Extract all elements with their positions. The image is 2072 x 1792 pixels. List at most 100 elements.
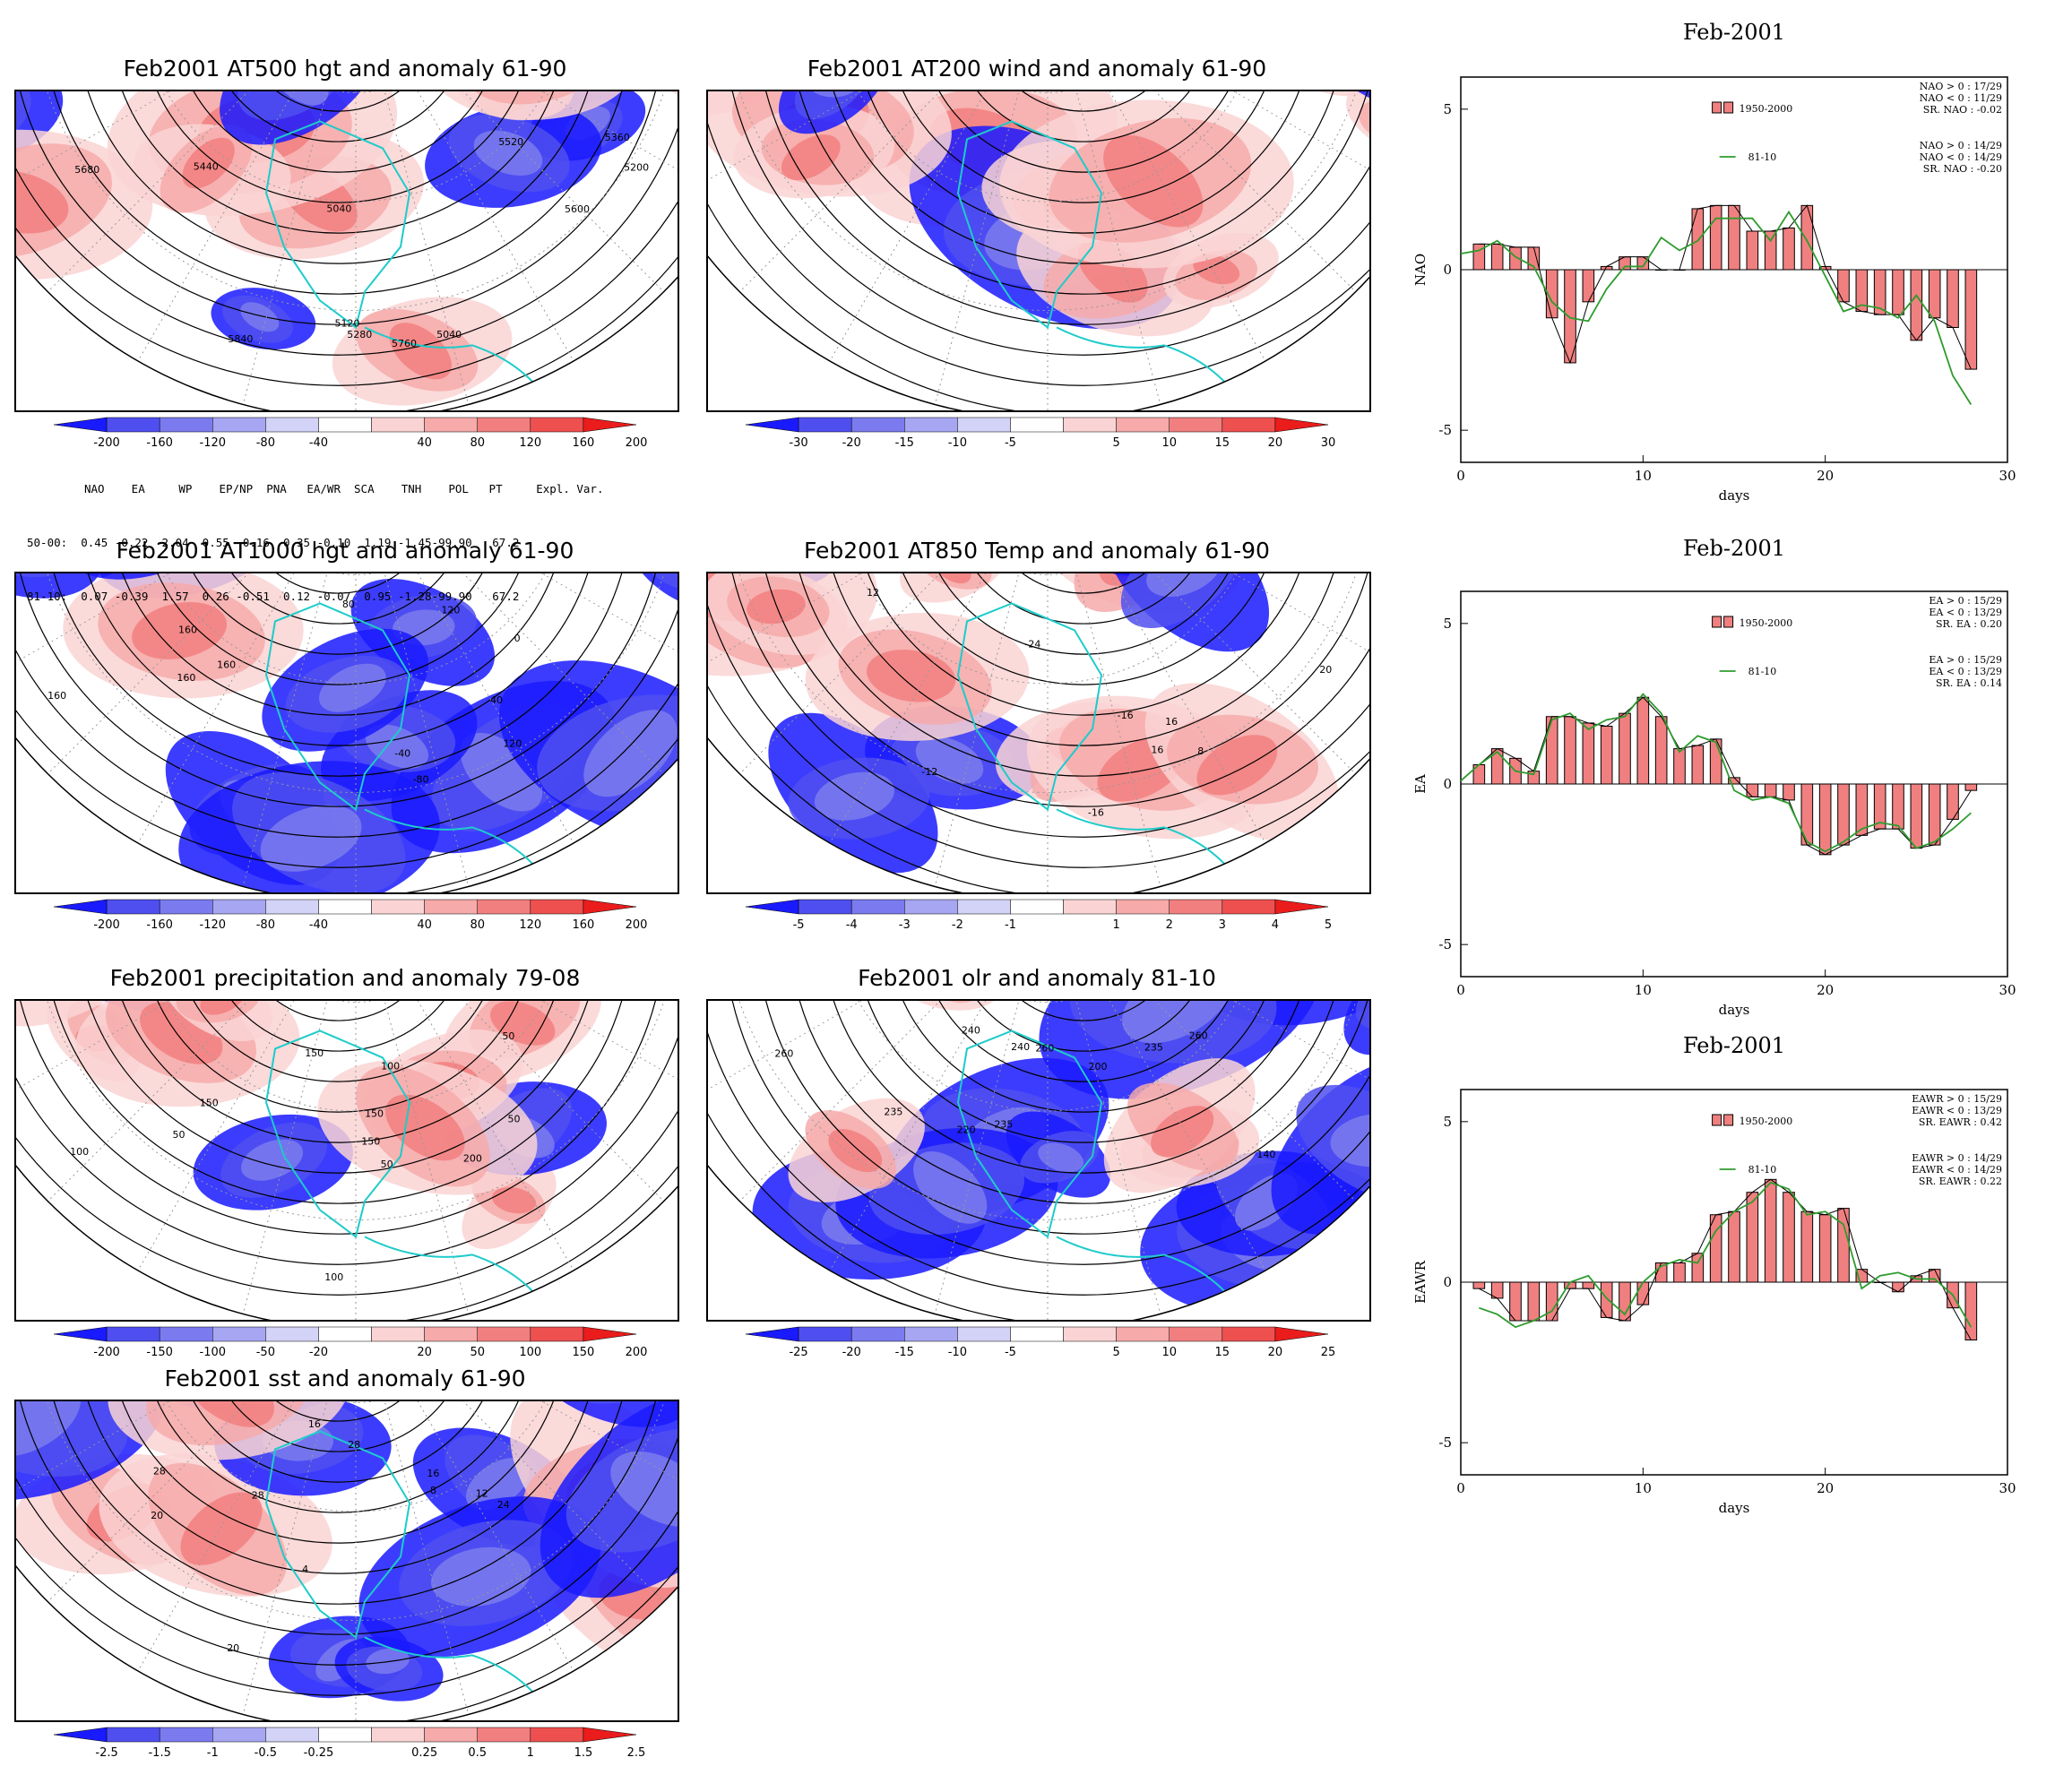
bar: [1892, 269, 1904, 315]
bar-outline-line: [1479, 1178, 1972, 1340]
coastline: [956, 602, 1103, 812]
map-title-at1000: Feb2001 AT1000 hgt and anomaly 61-90: [116, 538, 574, 564]
colorbar-swatch: [318, 1326, 372, 1342]
colorbar-swatch: [318, 899, 372, 915]
bar: [1636, 1281, 1650, 1305]
bar: [1619, 712, 1631, 785]
anomaly-shading: [1193, 254, 1240, 285]
colorbar-tick-label: 1: [1112, 918, 1119, 932]
colorbar-swatch: [424, 1727, 478, 1743]
contour-label: 5200: [624, 162, 649, 174]
bar: [1490, 243, 1504, 271]
bar: [1928, 269, 1941, 319]
y-tick-label: 5: [1443, 616, 1452, 632]
x-tick-label: 10: [1635, 468, 1652, 484]
bar: [1746, 230, 1759, 271]
colorbar-at1000: -200 -160 -120 -80 -40 40 80 120 160 200: [53, 899, 647, 932]
anomaly-shading: [913, 1151, 988, 1224]
colorbar-tick-label: -200: [93, 1346, 120, 1359]
colorbar-swatch: [530, 1326, 584, 1342]
colorbar-tick-label: -20: [842, 1346, 861, 1359]
map-at500: 5040 5120 5040 5200 5280 5360 5440 5520 5600 5680…: [14, 90, 679, 412]
legend-bar-stat: EA > 0 : 15/29: [1929, 595, 2002, 607]
colorbar-swatch: [850, 417, 905, 433]
colorbar-swatch: [106, 1326, 160, 1342]
bar: [1783, 1192, 1795, 1283]
colorbar-tick-label: 50: [470, 1346, 485, 1359]
contour-label: 50: [507, 1113, 520, 1124]
contour-line: [75, 91, 600, 264]
bar: [1818, 783, 1832, 856]
bar: [1673, 748, 1686, 785]
bar: [1746, 783, 1759, 797]
colorbar-at850: -5 -4 -3 -2 -1 1 2 3 4 5: [745, 899, 1332, 932]
contour-line: [206, 1001, 470, 1052]
bar: [1582, 1281, 1595, 1289]
anomaly-shading: [16, 1401, 81, 1457]
colorbar-tick-label: 150: [572, 1346, 594, 1359]
anomaly-shading: [652, 91, 678, 99]
contour-label: -16: [1088, 806, 1104, 818]
timeseries-chart-eawr: 0 10 20 30 5 0 -5 days EAWR 1950-2000 81-10 EAWR > …: [1407, 1089, 2025, 1538]
contour-label: 120: [441, 604, 460, 616]
colorbar-tick-label: 80: [470, 918, 485, 932]
contour-label: 8: [430, 1485, 436, 1496]
map-title-at200: Feb2001 AT200 wind and anomaly 61-90: [807, 56, 1267, 82]
bar: [1709, 738, 1722, 785]
x-axis-label: days: [1719, 1500, 1750, 1516]
colorbar-swatch: [424, 417, 478, 433]
colorbar-swatch: [53, 899, 108, 915]
contour-label: -24: [1024, 638, 1040, 650]
legend-bar-swatch: [1712, 101, 1722, 114]
anomaly-shading: [672, 1001, 678, 1076]
anomaly-shading: [180, 1492, 263, 1565]
contour-label: 50: [381, 1159, 393, 1170]
colorbar-tick-label: -15: [895, 436, 914, 450]
anomaly-shading: [583, 710, 678, 797]
contour-line: [952, 91, 1215, 142]
contour-line: [789, 573, 1369, 777]
colorbar-tick-label: 3: [1219, 918, 1226, 932]
colorbar-tick-label: 0.5: [468, 1746, 487, 1760]
anomaly-shading: [885, 1001, 1003, 1011]
bar: [1746, 1192, 1759, 1283]
contour-line: [174, 91, 502, 173]
legend-bar-stat: NAO < 0 : 11/29: [1920, 92, 2002, 104]
colorbar-tick-label: 5: [1112, 436, 1119, 450]
y-axis-label: EA: [1412, 774, 1429, 794]
anomaly-shading: [389, 323, 452, 380]
colorbar-tick-label: 5: [1112, 1346, 1119, 1359]
contour-line: [239, 1001, 436, 1021]
legend-bar-swatch: [1712, 616, 1722, 628]
contour-label: 20: [1319, 664, 1332, 676]
bar: [1964, 269, 1978, 370]
colorbar-tick-label: -0.25: [304, 1746, 334, 1760]
colorbar-swatch: [53, 1326, 108, 1342]
bar: [1910, 783, 1923, 849]
colorbar-swatch: [798, 1326, 852, 1342]
contour-line: [16, 1401, 678, 1666]
bar: [1947, 783, 1959, 820]
contour-line: [886, 91, 1281, 203]
contour-line: [821, 91, 1346, 264]
contour-label: 120: [503, 737, 522, 749]
contour-label: 260: [774, 1047, 793, 1059]
bar: [1800, 204, 1814, 271]
contour-label: 40: [490, 694, 503, 706]
contour-line: [16, 91, 678, 356]
contour-label: 100: [324, 1271, 343, 1283]
contour-label: -80: [413, 773, 429, 785]
colorbar-tick-label: 20: [1268, 436, 1283, 450]
bar: [1764, 783, 1777, 797]
contour-line: [821, 1001, 1346, 1174]
bar: [1545, 716, 1558, 785]
colorbar-swatch: [850, 899, 905, 915]
coastline: [956, 120, 1103, 330]
contour-line: [75, 573, 600, 746]
colorbar-tick-label: 160: [572, 918, 594, 932]
contour-label: 100: [381, 1061, 400, 1073]
anomaly-shading: [1122, 1001, 1231, 1044]
contour-label: 200: [463, 1153, 482, 1165]
bar: [1709, 204, 1722, 271]
colorbar-tick-label: -3: [899, 918, 911, 932]
